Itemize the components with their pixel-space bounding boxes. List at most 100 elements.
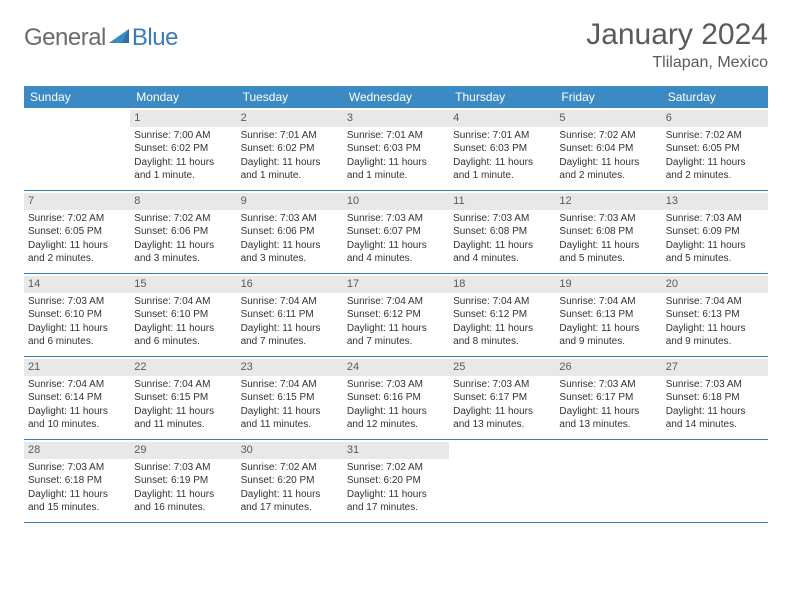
day-number: 9 — [237, 193, 343, 210]
sunset-line: Sunset: 6:20 PM — [241, 474, 339, 488]
daylight-line: Daylight: 11 hours — [28, 405, 126, 419]
day-cell: 3Sunrise: 7:01 AMSunset: 6:03 PMDaylight… — [343, 108, 449, 190]
logo: General Blue — [24, 18, 178, 52]
day-cell: 18Sunrise: 7:04 AMSunset: 6:12 PMDayligh… — [449, 274, 555, 356]
daylight-line: and 1 minute. — [453, 169, 551, 183]
sunset-line: Sunset: 6:06 PM — [134, 225, 232, 239]
daylight-line: and 14 minutes. — [666, 418, 764, 432]
sunset-line: Sunset: 6:09 PM — [666, 225, 764, 239]
sunrise-line: Sunrise: 7:03 AM — [559, 378, 657, 392]
day-number: 23 — [237, 359, 343, 376]
day-cell: 24Sunrise: 7:03 AMSunset: 6:16 PMDayligh… — [343, 357, 449, 439]
sunset-line: Sunset: 6:17 PM — [453, 391, 551, 405]
daylight-line: Daylight: 11 hours — [28, 239, 126, 253]
sunrise-line: Sunrise: 7:02 AM — [559, 129, 657, 143]
sunset-line: Sunset: 6:14 PM — [28, 391, 126, 405]
location-subtitle: Tlilapan, Mexico — [586, 54, 768, 72]
sunset-line: Sunset: 6:02 PM — [134, 142, 232, 156]
sunrise-line: Sunrise: 7:00 AM — [134, 129, 232, 143]
daylight-line: and 2 minutes. — [28, 252, 126, 266]
daylight-line: Daylight: 11 hours — [559, 322, 657, 336]
daylight-line: Daylight: 11 hours — [559, 239, 657, 253]
day-cell: 6Sunrise: 7:02 AMSunset: 6:05 PMDaylight… — [662, 108, 768, 190]
day-cell: 2Sunrise: 7:01 AMSunset: 6:02 PMDaylight… — [237, 108, 343, 190]
daylight-line: Daylight: 11 hours — [559, 405, 657, 419]
sunrise-line: Sunrise: 7:04 AM — [28, 378, 126, 392]
daylight-line: Daylight: 11 hours — [559, 156, 657, 170]
sunset-line: Sunset: 6:08 PM — [453, 225, 551, 239]
daylight-line: Daylight: 11 hours — [134, 322, 232, 336]
sunset-line: Sunset: 6:12 PM — [453, 308, 551, 322]
daylight-line: Daylight: 11 hours — [28, 322, 126, 336]
day-number: 29 — [130, 442, 236, 459]
calendar-week: 28Sunrise: 7:03 AMSunset: 6:18 PMDayligh… — [24, 440, 768, 523]
day-number: 1 — [130, 110, 236, 127]
daylight-line: Daylight: 11 hours — [347, 405, 445, 419]
day-cell: 26Sunrise: 7:03 AMSunset: 6:17 PMDayligh… — [555, 357, 661, 439]
sunset-line: Sunset: 6:18 PM — [666, 391, 764, 405]
sunrise-line: Sunrise: 7:03 AM — [666, 378, 764, 392]
sunset-line: Sunset: 6:02 PM — [241, 142, 339, 156]
daylight-line: Daylight: 11 hours — [241, 322, 339, 336]
sunrise-line: Sunrise: 7:03 AM — [241, 212, 339, 226]
weeks-container: 1Sunrise: 7:00 AMSunset: 6:02 PMDaylight… — [24, 108, 768, 523]
day-number: 4 — [449, 110, 555, 127]
daylight-line: Daylight: 11 hours — [241, 156, 339, 170]
sunset-line: Sunset: 6:15 PM — [241, 391, 339, 405]
daylight-line: and 4 minutes. — [347, 252, 445, 266]
daylight-line: Daylight: 11 hours — [666, 156, 764, 170]
daylight-line: and 3 minutes. — [134, 252, 232, 266]
daylight-line: Daylight: 11 hours — [134, 156, 232, 170]
sunset-line: Sunset: 6:10 PM — [28, 308, 126, 322]
daylight-line: and 5 minutes. — [559, 252, 657, 266]
day-cell: 21 Sunrise: 7:04 AMSunset: 6:14 PMDayligh… — [24, 357, 130, 439]
sunset-line: Sunset: 6:05 PM — [666, 142, 764, 156]
day-header: Thursday — [449, 86, 555, 108]
day-header: Tuesday — [237, 86, 343, 108]
day-cell: 15Sunrise: 7:04 AMSunset: 6:10 PMDayligh… — [130, 274, 236, 356]
calendar-week: 14Sunrise: 7:03 AMSunset: 6:10 PMDayligh… — [24, 274, 768, 357]
sunrise-line: Sunrise: 7:02 AM — [134, 212, 232, 226]
day-cell: 25Sunrise: 7:03 AMSunset: 6:17 PMDayligh… — [449, 357, 555, 439]
day-number: 21 — [24, 359, 130, 376]
day-cell: 9Sunrise: 7:03 AMSunset: 6:06 PMDaylight… — [237, 191, 343, 273]
calendar: Sunday Monday Tuesday Wednesday Thursday… — [24, 86, 768, 523]
day-header: Monday — [130, 86, 236, 108]
sunrise-line: Sunrise: 7:03 AM — [134, 461, 232, 475]
daylight-line: and 10 minutes. — [28, 418, 126, 432]
day-number: 18 — [449, 276, 555, 293]
sunrise-line: Sunrise: 7:01 AM — [241, 129, 339, 143]
daylight-line: Daylight: 11 hours — [453, 322, 551, 336]
sunrise-line: Sunrise: 7:02 AM — [666, 129, 764, 143]
daylight-line: and 17 minutes. — [241, 501, 339, 515]
daylight-line: and 2 minutes. — [666, 169, 764, 183]
day-cell: 19Sunrise: 7:04 AMSunset: 6:13 PMDayligh… — [555, 274, 661, 356]
sunset-line: Sunset: 6:08 PM — [559, 225, 657, 239]
sunrise-line: Sunrise: 7:04 AM — [559, 295, 657, 309]
daylight-line: and 8 minutes. — [453, 335, 551, 349]
day-cell: 4Sunrise: 7:01 AMSunset: 6:03 PMDaylight… — [449, 108, 555, 190]
day-number: 8 — [130, 193, 236, 210]
calendar-week: 1Sunrise: 7:00 AMSunset: 6:02 PMDaylight… — [24, 108, 768, 191]
sunset-line: Sunset: 6:07 PM — [347, 225, 445, 239]
daylight-line: Daylight: 11 hours — [453, 156, 551, 170]
daylight-line: and 11 minutes. — [241, 418, 339, 432]
sunrise-line: Sunrise: 7:04 AM — [134, 295, 232, 309]
sunrise-line: Sunrise: 7:03 AM — [347, 212, 445, 226]
day-cell: 14Sunrise: 7:03 AMSunset: 6:10 PMDayligh… — [24, 274, 130, 356]
day-cell — [449, 440, 555, 522]
sunset-line: Sunset: 6:11 PM — [241, 308, 339, 322]
day-number: 13 — [662, 193, 768, 210]
day-number: 27 — [662, 359, 768, 376]
daylight-line: Daylight: 11 hours — [134, 405, 232, 419]
daylight-line: and 13 minutes. — [453, 418, 551, 432]
sunrise-line: Sunrise: 7:04 AM — [241, 295, 339, 309]
daylight-line: Daylight: 11 hours — [347, 239, 445, 253]
day-number: 12 — [555, 193, 661, 210]
day-number: 26 — [555, 359, 661, 376]
daylight-line: and 16 minutes. — [134, 501, 232, 515]
sunset-line: Sunset: 6:13 PM — [559, 308, 657, 322]
sunrise-line: Sunrise: 7:03 AM — [453, 378, 551, 392]
day-cell: 28Sunrise: 7:03 AMSunset: 6:18 PMDayligh… — [24, 440, 130, 522]
day-cell — [555, 440, 661, 522]
